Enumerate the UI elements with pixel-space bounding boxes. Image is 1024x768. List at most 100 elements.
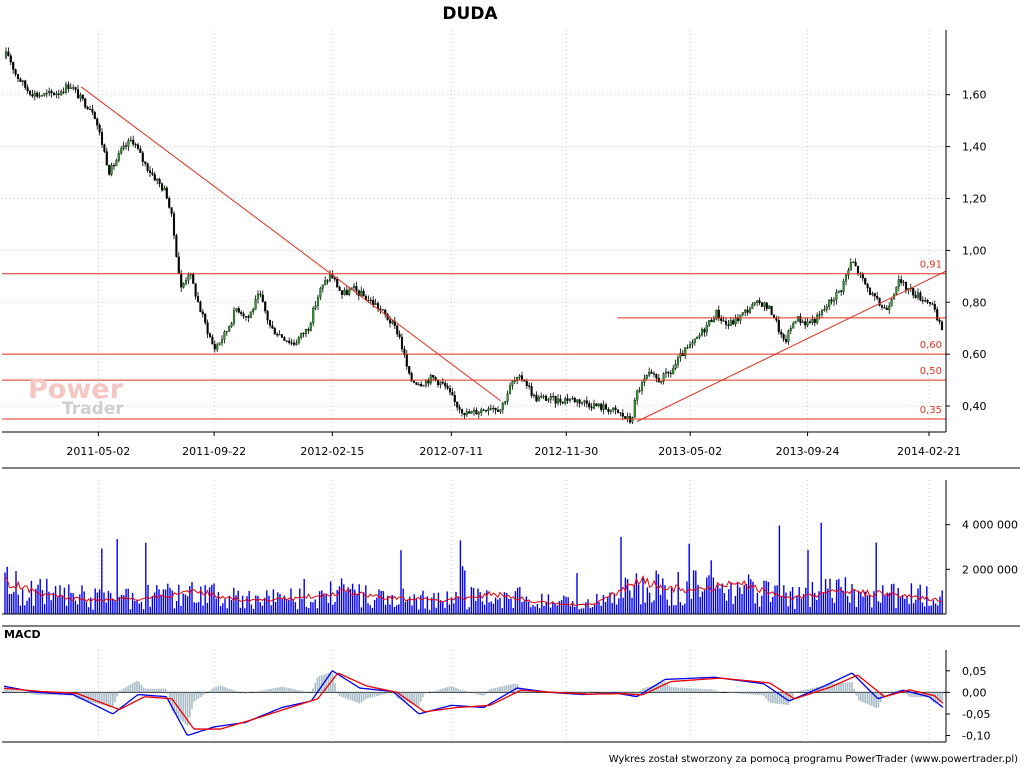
- candle-body: [242, 313, 245, 317]
- candle-body: [921, 300, 924, 302]
- candle-body: [429, 375, 432, 384]
- candle-body: [93, 112, 96, 120]
- candle-body: [144, 161, 147, 164]
- candle-body: [244, 316, 248, 318]
- candle-body: [933, 303, 936, 310]
- candle-body: [592, 403, 596, 409]
- macd-signal-line: [3, 672, 944, 730]
- candle-body: [866, 283, 869, 289]
- candle-body: [674, 364, 677, 369]
- candle-body: [357, 290, 360, 297]
- candle-body: [48, 91, 51, 94]
- candle-body: [213, 343, 216, 350]
- candle-body: [813, 319, 816, 323]
- x-tick-label: 2013-09-24: [776, 445, 840, 458]
- macd-panel: 0,05 0,00 -0,05 -0,10: [2, 665, 990, 743]
- candle-body: [715, 309, 718, 320]
- candle-body: [696, 336, 699, 339]
- candle-body: [465, 411, 468, 416]
- candle-body: [595, 403, 598, 407]
- level-label: 0,91: [920, 260, 942, 271]
- candle-body: [451, 392, 454, 396]
- candle-body: [110, 165, 113, 175]
- candle-body: [12, 62, 15, 70]
- candle-body: [928, 301, 932, 304]
- candle-body: [924, 300, 927, 302]
- candle-body: [232, 310, 236, 324]
- candle-body: [648, 371, 651, 376]
- candle-body: [105, 151, 108, 166]
- candle-body: [43, 93, 46, 96]
- x-tick-label: 2014-02-21: [897, 445, 961, 458]
- candle-body: [919, 292, 922, 301]
- candle-body: [86, 106, 89, 110]
- candle-body: [112, 165, 116, 167]
- candle-body: [259, 293, 262, 296]
- candle-body: [367, 299, 370, 301]
- candle-body: [900, 279, 903, 283]
- candle-body: [355, 285, 358, 291]
- candle-body: [540, 396, 543, 398]
- candle-body: [67, 84, 70, 89]
- candle-body: [765, 302, 768, 309]
- candle-body: [518, 375, 521, 378]
- candle-body: [84, 98, 87, 108]
- candle-body: [312, 307, 315, 324]
- candle-body: [693, 338, 696, 343]
- candle-body: [427, 380, 430, 384]
- candle-body: [912, 288, 915, 296]
- candle-body: [890, 299, 893, 307]
- candle-body: [177, 256, 180, 274]
- candle-body: [744, 309, 747, 313]
- candle-body: [876, 296, 879, 299]
- candle-body: [192, 274, 195, 284]
- candle-body: [69, 87, 72, 89]
- candle-body: [444, 383, 447, 387]
- candle-body: [14, 69, 17, 75]
- candle-body: [885, 307, 888, 310]
- candle-body: [297, 337, 300, 344]
- candle-body: [549, 396, 552, 400]
- candle-body: [379, 308, 382, 310]
- macd-panel-title: MACD: [4, 628, 41, 641]
- macd-tick-label: 0,05: [962, 665, 987, 678]
- candle-body: [686, 347, 689, 349]
- candle-body: [9, 55, 12, 63]
- candle-body: [820, 310, 824, 315]
- candle-body: [225, 331, 228, 333]
- candle-body: [828, 299, 831, 307]
- candle-body: [830, 299, 833, 302]
- candle-body: [374, 303, 377, 305]
- candle-body: [283, 337, 286, 341]
- candle-body: [319, 288, 322, 298]
- candle-body: [763, 302, 766, 307]
- candle-body: [926, 300, 929, 303]
- candle-body: [388, 319, 392, 324]
- candle-body: [864, 278, 867, 285]
- candle-body: [727, 324, 730, 326]
- candle-body: [588, 403, 591, 408]
- candle-body: [835, 292, 838, 301]
- candle-body: [816, 314, 819, 323]
- candle-body: [172, 213, 176, 236]
- candle-body: [252, 309, 255, 312]
- candle-body: [96, 118, 99, 126]
- y-tick-label: 0,40: [962, 400, 987, 413]
- candle-body: [844, 275, 848, 282]
- candle-body: [720, 318, 723, 321]
- candle-body: [940, 321, 944, 331]
- candle-body: [321, 284, 324, 289]
- candle-body: [475, 409, 478, 415]
- candle-body: [770, 305, 773, 315]
- candle-body: [664, 371, 668, 374]
- candle-body: [256, 293, 260, 300]
- candle-body: [808, 321, 812, 324]
- candle-body: [211, 336, 214, 345]
- candle-body: [506, 393, 509, 402]
- candle-body: [333, 277, 336, 280]
- y-tick-label: 1,20: [962, 192, 987, 205]
- candle-body: [175, 235, 178, 257]
- candle-body: [249, 311, 252, 318]
- candle-body: [108, 165, 111, 175]
- candle-body: [612, 407, 615, 411]
